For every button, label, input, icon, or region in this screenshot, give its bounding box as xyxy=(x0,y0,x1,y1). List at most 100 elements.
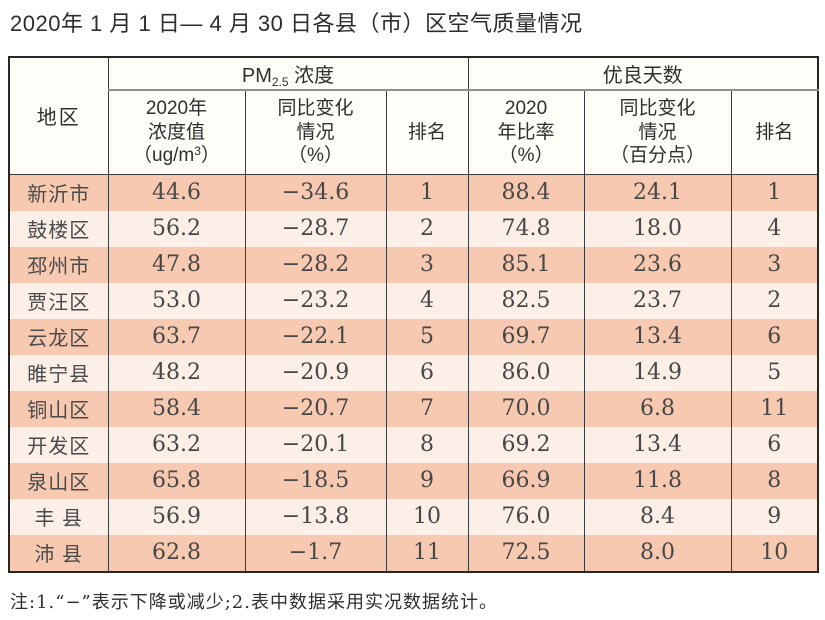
good-ratio-cell: 69.7 xyxy=(467,318,585,355)
pm-rank-cell: 1 xyxy=(385,174,469,211)
good-change-cell: 24.1 xyxy=(583,174,732,211)
page-title: 2020年 1 月 1 日— 4 月 30 日各县（市）区空气质量情况 xyxy=(10,11,583,36)
good-rank-cell: 2 xyxy=(730,282,819,319)
region-cell: 云龙区 xyxy=(8,318,109,355)
table-row: 新沂市 44.6 −34.6 1 88.4 24.1 1 xyxy=(8,174,819,211)
good-rank-cell: 10 xyxy=(730,534,819,572)
table-row: 铜山区 58.4 −20.7 7 70.0 6.8 11 xyxy=(8,390,819,427)
good-change-cell: 8.0 xyxy=(583,534,732,572)
pm-rank-cell: 8 xyxy=(385,426,469,463)
good-rank-cell: 9 xyxy=(730,498,819,535)
footnote: 注:1.“−”表示下降或减少;2.表中数据采用实况数据统计。 xyxy=(10,591,498,613)
good-change-cell: 23.7 xyxy=(583,282,732,319)
header-group-row: 地区 PM2.5 浓度 优良天数 xyxy=(8,56,819,175)
region-cell: 泉山区 xyxy=(8,462,109,499)
pm-value-cell: 56.9 xyxy=(107,498,246,535)
good-change-cell: 13.4 xyxy=(583,426,732,463)
pm-change-cell: −20.7 xyxy=(244,390,387,427)
header-good-change: 同比变化 情况 （百分点） xyxy=(583,89,732,175)
pm-rank-cell: 2 xyxy=(385,210,469,247)
table-body: 新沂市 44.6 −34.6 1 88.4 24.1 1 鼓楼区 56.2 −2… xyxy=(8,174,819,572)
cubed-superscript: 3 xyxy=(194,143,201,158)
pm-value-cell: 56.2 xyxy=(107,210,246,247)
good-ratio-cell: 72.5 xyxy=(467,534,585,572)
pm-value-cell: 53.0 xyxy=(107,282,246,319)
pm-rank-cell: 10 xyxy=(385,498,469,535)
header-pm-group: PM2.5 浓度 xyxy=(107,56,469,91)
table-row: 睢宁县 48.2 −20.9 6 86.0 14.9 5 xyxy=(8,354,819,391)
table-row: 云龙区 63.7 −22.1 5 69.7 13.4 6 xyxy=(8,318,819,355)
pm-rank-cell: 7 xyxy=(385,390,469,427)
table-header: 地区 PM2.5 浓度 优良天数 2020年 浓度值 （ug/m3） 同比变化 … xyxy=(8,56,819,175)
pm-label-suffix: 浓度 xyxy=(288,64,335,87)
pm-rank-cell: 6 xyxy=(385,354,469,391)
pm-change-cell: −18.5 xyxy=(244,462,387,499)
region-cell: 睢宁县 xyxy=(8,354,109,391)
good-change-cell: 18.0 xyxy=(583,210,732,247)
good-ratio-cell: 82.5 xyxy=(467,282,585,319)
good-change-cell: 13.4 xyxy=(583,318,732,355)
good-change-cell: 23.6 xyxy=(583,246,732,283)
good-change-cell: 14.9 xyxy=(583,354,732,391)
region-cell: 新沂市 xyxy=(8,174,109,211)
good-ratio-cell: 86.0 xyxy=(467,354,585,391)
pm-change-cell: −20.1 xyxy=(244,426,387,463)
air-quality-table: 地区 PM2.5 浓度 优良天数 2020年 浓度值 （ug/m3） 同比变化 … xyxy=(8,55,820,573)
good-ratio-cell: 66.9 xyxy=(467,462,585,499)
good-rank-cell: 6 xyxy=(730,318,819,355)
region-cell: 鼓楼区 xyxy=(8,210,109,247)
pm-rank-cell: 9 xyxy=(385,462,469,499)
header-sub-row: 2020年 浓度值 （ug/m3） 同比变化 情况 （%） 排名 2020 年比… xyxy=(9,89,819,175)
pm-value-cell: 58.4 xyxy=(107,390,246,427)
pm-rank-cell: 4 xyxy=(385,282,469,319)
pm-value-cell: 63.2 xyxy=(107,426,246,463)
pm-value-cell: 63.7 xyxy=(107,318,246,355)
good-ratio-cell: 76.0 xyxy=(467,498,585,535)
header-pm-change: 同比变化 情况 （%） xyxy=(244,89,387,175)
header-good-ratio: 2020 年比率 （%） xyxy=(467,89,585,175)
good-ratio-cell: 74.8 xyxy=(467,210,585,247)
header-good-rank: 排名 xyxy=(730,89,819,175)
pm-change-cell: −23.2 xyxy=(244,282,387,319)
good-ratio-cell: 88.4 xyxy=(467,174,585,211)
pm-rank-cell: 3 xyxy=(385,246,469,283)
header-region: 地区 xyxy=(8,56,109,175)
good-rank-cell: 11 xyxy=(730,390,819,427)
good-change-cell: 11.8 xyxy=(583,462,732,499)
pm-value-cell: 62.8 xyxy=(107,534,246,572)
pm-value-cell: 44.6 xyxy=(107,174,246,211)
good-change-cell: 6.8 xyxy=(583,390,732,427)
region-cell: 丰 县 xyxy=(8,498,109,535)
pm-value-cell: 47.8 xyxy=(107,246,246,283)
region-cell: 铜山区 xyxy=(8,390,109,427)
pm-label: PM xyxy=(241,64,272,87)
table-row: 贾汪区 53.0 −23.2 4 82.5 23.7 2 xyxy=(8,282,819,319)
header-pm-rank: 排名 xyxy=(385,89,469,175)
table-row: 丰 县 56.9 −13.8 10 76.0 8.4 9 xyxy=(8,498,819,535)
pm-change-cell: −20.9 xyxy=(244,354,387,391)
header-pm-value: 2020年 浓度值 （ug/m3） xyxy=(107,89,246,175)
region-cell: 邳州市 xyxy=(8,246,109,283)
pm-change-cell: −28.7 xyxy=(244,210,387,247)
pm-change-cell: −28.2 xyxy=(244,246,387,283)
header-good-days-group: 优良天数 xyxy=(467,56,819,91)
table-row: 鼓楼区 56.2 −28.7 2 74.8 18.0 4 xyxy=(8,210,819,247)
good-rank-cell: 8 xyxy=(730,462,819,499)
region-cell: 开发区 xyxy=(8,426,109,463)
good-ratio-cell: 69.2 xyxy=(467,426,585,463)
pm-change-cell: −13.8 xyxy=(244,498,387,535)
good-ratio-cell: 85.1 xyxy=(467,246,585,283)
good-rank-cell: 4 xyxy=(730,210,819,247)
pm-rank-cell: 5 xyxy=(385,318,469,355)
good-rank-cell: 5 xyxy=(730,354,819,391)
good-rank-cell: 1 xyxy=(730,174,819,211)
table-row: 邳州市 47.8 −28.2 3 85.1 23.6 3 xyxy=(8,246,819,283)
pm-value-cell: 48.2 xyxy=(107,354,246,391)
good-ratio-cell: 70.0 xyxy=(467,390,585,427)
pm-change-cell: −22.1 xyxy=(244,318,387,355)
pm-change-cell: −34.6 xyxy=(244,174,387,211)
pm-change-cell: −1.7 xyxy=(244,534,387,572)
table-row: 沛 县 62.8 −1.7 11 72.5 8.0 10 xyxy=(8,534,819,572)
table-row: 开发区 63.2 −20.1 8 69.2 13.4 6 xyxy=(8,426,819,463)
